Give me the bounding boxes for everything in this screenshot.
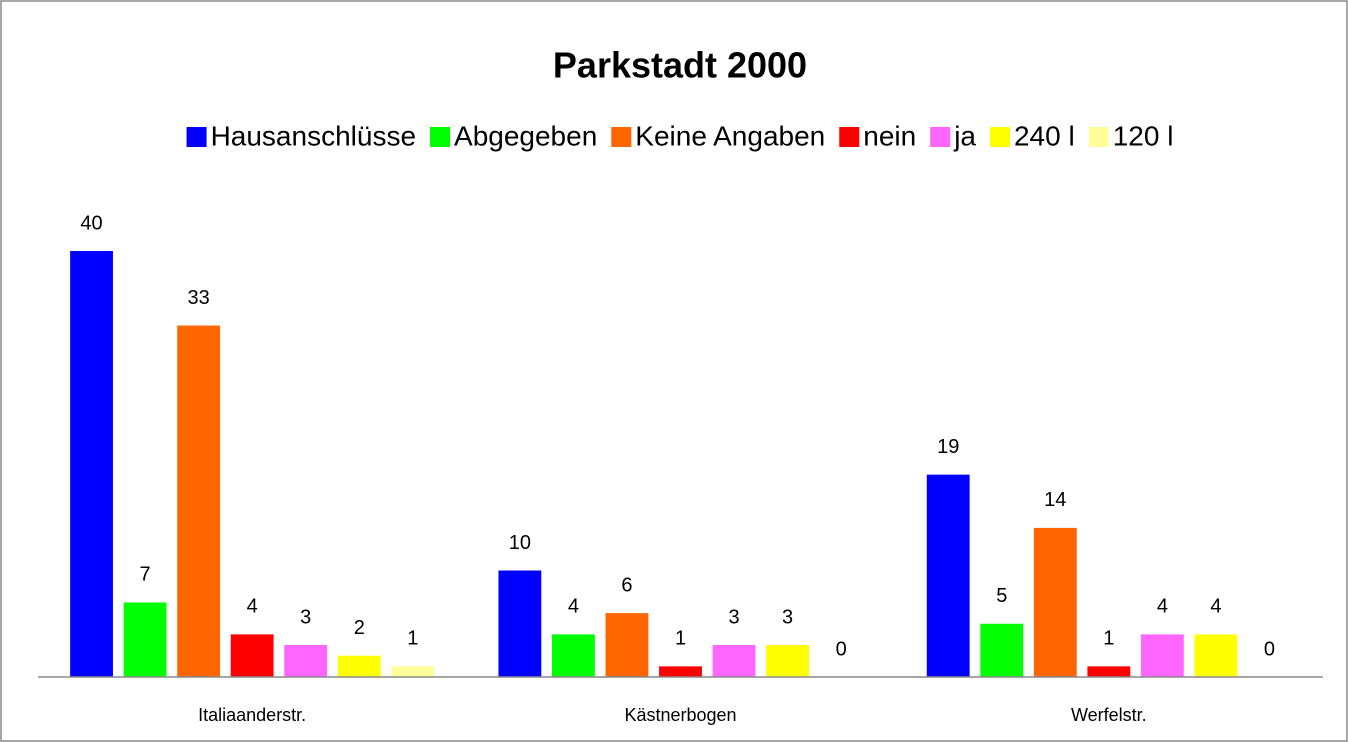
bar [177, 325, 221, 677]
bar [123, 602, 167, 677]
legend-label: Keine Angaben [635, 120, 825, 151]
bar [1194, 634, 1238, 677]
data-label: 1 [1103, 628, 1114, 650]
legend-swatch [989, 127, 1010, 147]
legend-label: nein [863, 120, 916, 151]
bar [391, 666, 435, 677]
chart-title: Parkstadt 2000 [553, 45, 807, 86]
data-label: 3 [300, 606, 311, 628]
data-label: 0 [836, 638, 847, 660]
x-tick-label: Kästnerbogen [624, 705, 736, 725]
data-label: 4 [568, 596, 579, 618]
data-label: 1 [407, 628, 418, 650]
x-tick-label: Italiaanderstr. [198, 705, 306, 725]
data-label: 4 [247, 596, 258, 618]
data-label: 40 [80, 212, 102, 234]
bar [70, 251, 113, 677]
legend-label: Abgegeben [454, 120, 597, 151]
legend-swatch [430, 127, 451, 147]
data-label: 3 [782, 606, 793, 628]
legend-label: 120 l [1113, 120, 1174, 151]
data-label: 6 [621, 574, 632, 596]
bar [766, 645, 809, 677]
bar [1033, 527, 1077, 677]
data-label: 19 [937, 436, 959, 458]
bar [552, 634, 595, 677]
bar [980, 623, 1024, 677]
data-label: 7 [140, 564, 151, 586]
data-label: 0 [1264, 638, 1275, 660]
bar [1087, 666, 1131, 677]
data-label: 2 [354, 617, 365, 639]
data-label: 33 [188, 287, 210, 309]
legend-swatch [839, 127, 860, 147]
x-tick-label: Werfelstr. [1071, 705, 1147, 725]
bar [926, 474, 970, 677]
legend-label: 240 l [1014, 120, 1075, 151]
data-label: 10 [509, 532, 531, 554]
data-label: 3 [728, 606, 739, 628]
data-label: 1 [675, 628, 686, 650]
legend-swatch [930, 127, 951, 147]
data-label: 14 [1044, 489, 1066, 511]
bar [712, 645, 756, 677]
bar [230, 634, 274, 677]
bar [659, 666, 702, 677]
bar [605, 613, 649, 677]
data-label: 4 [1210, 596, 1221, 618]
legend-swatch [1088, 127, 1109, 147]
legend-swatch [611, 127, 632, 147]
legend-label: Hausanschlüsse [211, 120, 416, 151]
legend-swatch [186, 127, 207, 147]
bar [284, 645, 328, 677]
data-label: 5 [996, 585, 1007, 607]
data-label: 4 [1157, 596, 1168, 618]
bar [1140, 634, 1184, 677]
bar [498, 570, 542, 677]
bar [337, 655, 381, 677]
legend-label: ja [953, 120, 976, 151]
